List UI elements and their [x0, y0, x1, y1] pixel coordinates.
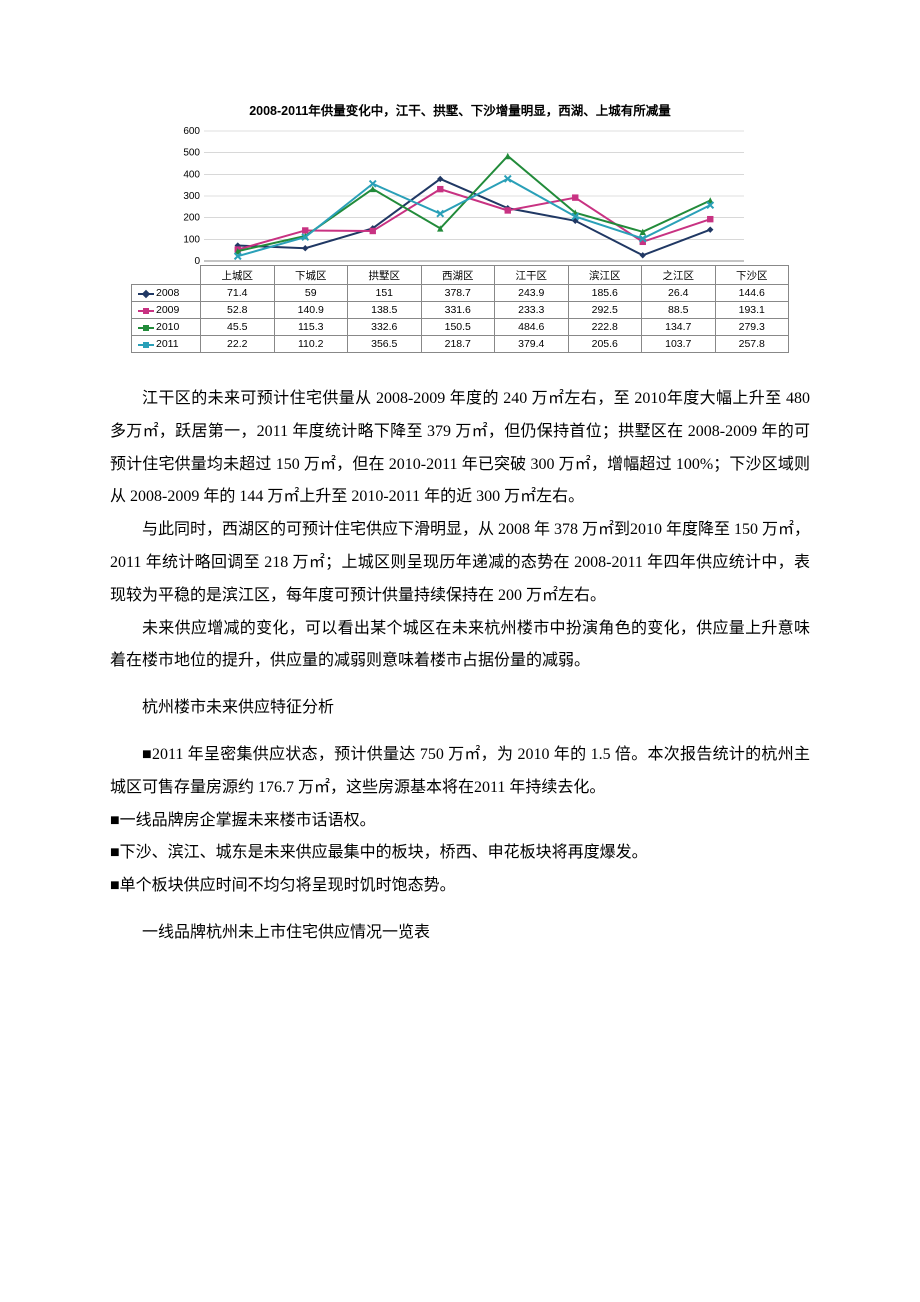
- svg-text:500: 500: [183, 148, 200, 159]
- svg-text:0: 0: [194, 256, 200, 265]
- section-heading: 杭州楼市未来供应特征分析: [110, 692, 810, 725]
- svg-text:400: 400: [183, 169, 200, 180]
- bullet: ■单个板块供应时间不均匀将呈现时饥时饱态势。: [110, 870, 810, 903]
- svg-text:100: 100: [183, 234, 200, 245]
- chart-data-table: 上城区下城区拱墅区西湖区江干区滨江区之江区下沙区200871.459151378…: [131, 265, 789, 353]
- section-heading: 一线品牌杭州未上市住宅供应情况一览表: [110, 917, 810, 950]
- paragraph: ■2011 年呈密集供应状态，预计供量达 750 万㎡，为 2010 年的 1.…: [110, 739, 810, 805]
- bullet: ■一线品牌房企掌握未来楼市话语权。: [110, 805, 810, 838]
- supply-chart: 2008-2011年供量变化中，江干、拱墅、下沙增量明显，西湖、上城有所减量 0…: [110, 100, 810, 353]
- chart-plot: 0 100 200 300 400 500 600: [170, 125, 750, 265]
- paragraph: 江干区的未来可预计住宅供量从 2008-2009 年度的 240 万㎡左右，至 …: [110, 383, 810, 514]
- article-body: 江干区的未来可预计住宅供量从 2008-2009 年度的 240 万㎡左右，至 …: [110, 383, 810, 950]
- paragraph: 与此同时，西湖区的可预计住宅供应下滑明显，从 2008 年 378 万㎡到201…: [110, 514, 810, 612]
- paragraph: 未来供应增减的变化，可以看出某个城区在未来杭州楼市中扮演角色的变化，供应量上升意…: [110, 613, 810, 679]
- svg-text:600: 600: [183, 126, 200, 137]
- chart-title: 2008-2011年供量变化中，江干、拱墅、下沙增量明显，西湖、上城有所减量: [110, 100, 810, 119]
- svg-text:200: 200: [183, 213, 200, 224]
- svg-text:300: 300: [183, 191, 200, 202]
- bullet: ■下沙、滨江、城东是未来供应最集中的板块，桥西、申花板块将再度爆发。: [110, 837, 810, 870]
